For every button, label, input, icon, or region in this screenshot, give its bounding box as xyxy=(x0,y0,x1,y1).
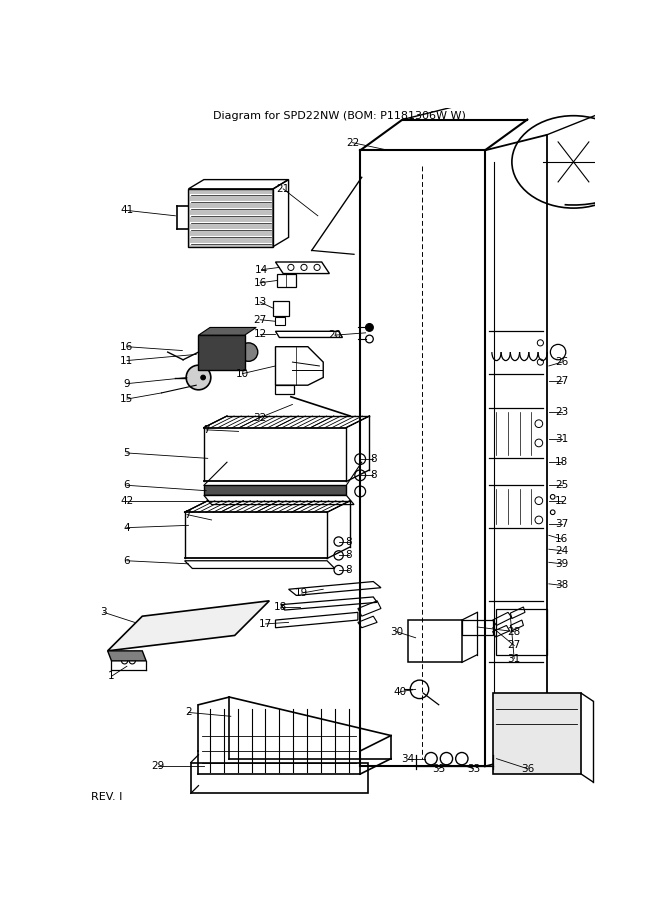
Polygon shape xyxy=(198,335,245,370)
Circle shape xyxy=(365,324,373,331)
Text: 16: 16 xyxy=(556,535,569,544)
Text: 21: 21 xyxy=(276,184,290,194)
Text: 14: 14 xyxy=(255,265,269,274)
Text: 38: 38 xyxy=(556,580,569,590)
Text: 24: 24 xyxy=(556,545,569,555)
Circle shape xyxy=(186,365,211,390)
Text: 39: 39 xyxy=(556,559,569,569)
Text: 9: 9 xyxy=(123,379,130,389)
Text: 32: 32 xyxy=(253,412,267,422)
Text: 27: 27 xyxy=(253,315,267,325)
Text: REV. I: REV. I xyxy=(91,792,122,802)
Polygon shape xyxy=(188,189,273,247)
Text: 10: 10 xyxy=(236,369,249,379)
Text: 35: 35 xyxy=(432,764,446,774)
Text: 19: 19 xyxy=(295,588,308,598)
Polygon shape xyxy=(204,485,346,495)
Text: 8: 8 xyxy=(370,454,377,464)
Text: 33: 33 xyxy=(467,764,480,774)
Text: 7: 7 xyxy=(203,425,210,435)
Text: 23: 23 xyxy=(556,407,569,418)
Text: 6: 6 xyxy=(123,481,130,491)
Text: 34: 34 xyxy=(401,753,414,763)
Text: 27: 27 xyxy=(508,641,521,651)
Text: 20: 20 xyxy=(328,330,341,340)
Text: 6: 6 xyxy=(123,556,130,566)
Text: 29: 29 xyxy=(151,761,164,771)
Text: 7: 7 xyxy=(184,509,190,519)
Text: 18: 18 xyxy=(274,602,288,612)
Text: 1: 1 xyxy=(108,671,115,681)
Text: 42: 42 xyxy=(120,496,133,506)
Text: 28: 28 xyxy=(508,626,521,636)
Text: 8: 8 xyxy=(345,551,352,561)
Text: 41: 41 xyxy=(120,205,133,215)
Text: 8: 8 xyxy=(370,471,377,481)
Text: 31: 31 xyxy=(508,653,521,663)
Text: 18: 18 xyxy=(556,457,569,467)
Text: 13: 13 xyxy=(253,297,267,307)
Text: 8: 8 xyxy=(345,565,352,575)
Text: 25: 25 xyxy=(556,481,569,491)
Polygon shape xyxy=(198,328,256,335)
Polygon shape xyxy=(107,651,146,661)
Text: 17: 17 xyxy=(259,619,272,629)
Circle shape xyxy=(239,343,258,361)
Text: Diagram for SPD22NW (BOM: P1181306W W): Diagram for SPD22NW (BOM: P1181306W W) xyxy=(213,111,466,122)
Text: 40: 40 xyxy=(394,687,407,697)
Text: 15: 15 xyxy=(120,394,133,404)
Text: 12: 12 xyxy=(556,496,569,506)
Text: 2: 2 xyxy=(185,707,192,717)
Text: 27: 27 xyxy=(556,376,569,386)
Text: 3: 3 xyxy=(101,608,107,617)
Polygon shape xyxy=(493,693,581,774)
Text: 16: 16 xyxy=(253,278,267,288)
Text: 36: 36 xyxy=(520,764,534,774)
Circle shape xyxy=(201,375,206,380)
Text: 31: 31 xyxy=(556,434,569,444)
Text: 8: 8 xyxy=(345,536,352,546)
Text: 16: 16 xyxy=(120,342,133,352)
Text: 37: 37 xyxy=(556,518,569,529)
Text: 5: 5 xyxy=(123,448,130,458)
Text: 4: 4 xyxy=(123,523,130,533)
Text: 30: 30 xyxy=(390,626,403,636)
Text: 22: 22 xyxy=(346,138,359,148)
Text: 12: 12 xyxy=(253,328,267,338)
Text: 26: 26 xyxy=(556,357,569,367)
Polygon shape xyxy=(107,601,269,651)
Text: 11: 11 xyxy=(120,356,133,365)
